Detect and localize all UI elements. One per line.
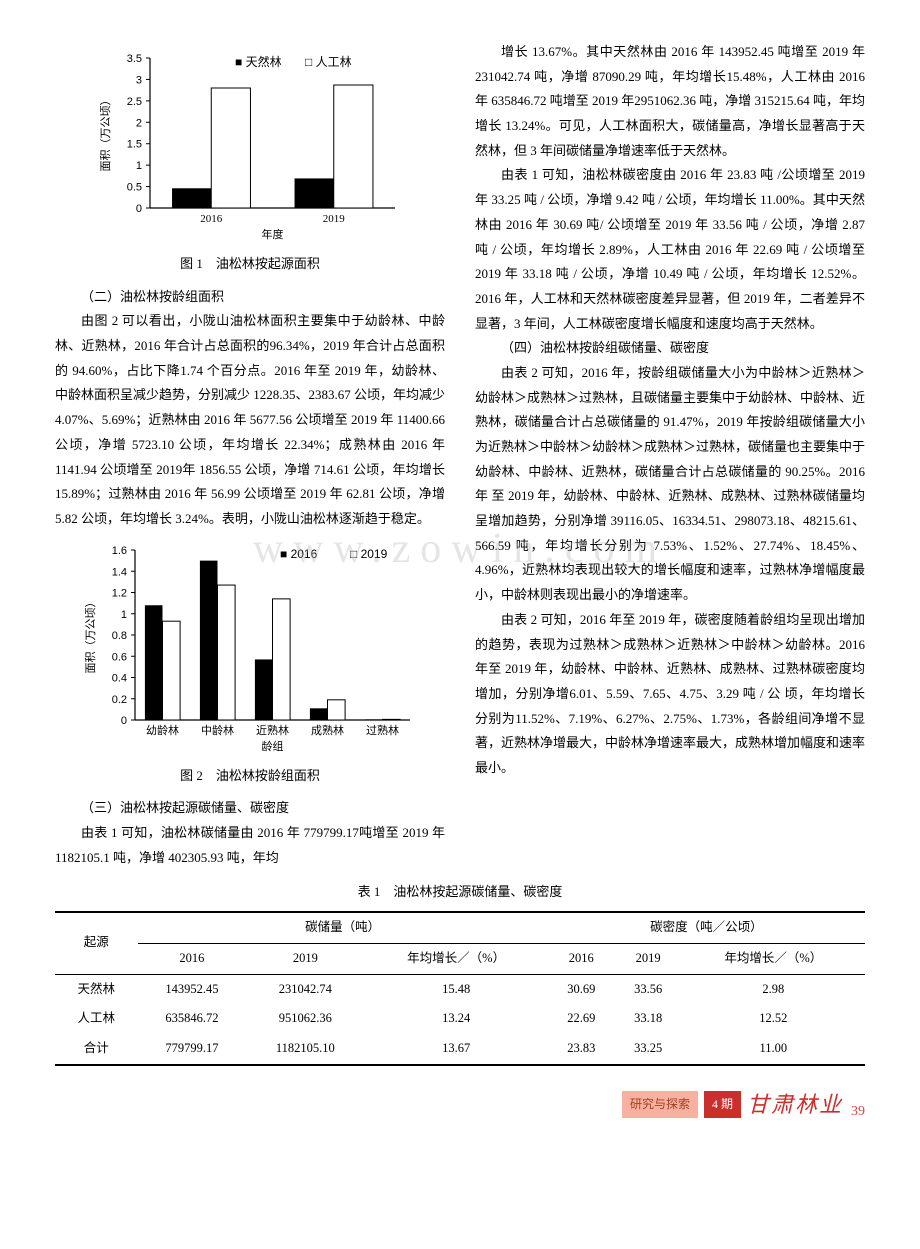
table-cell: 22.69 xyxy=(548,1004,615,1034)
table-cell: 15.48 xyxy=(364,974,547,1004)
svg-text:1: 1 xyxy=(136,160,142,172)
svg-text:0.5: 0.5 xyxy=(127,182,142,194)
svg-text:近熟林: 近熟林 xyxy=(256,723,289,737)
svg-text:■ 天然林: ■ 天然林 xyxy=(235,54,282,69)
section-3-title: （三）油松林按起源碳储量、碳密度 xyxy=(55,796,445,821)
table-cell: 11.00 xyxy=(682,1034,865,1065)
table-cell: 779799.17 xyxy=(138,1034,247,1065)
svg-text:1: 1 xyxy=(121,608,127,620)
footer-section: 研究与探索 xyxy=(622,1091,698,1118)
table1: 起源碳储量（吨）碳密度（吨／公顷）20162019年均增长／（%）2016201… xyxy=(55,911,865,1066)
table-cell: 人工林 xyxy=(55,1004,138,1034)
svg-text:幼龄林: 幼龄林 xyxy=(146,723,179,737)
right-column: 增长 13.67%。其中天然林由 2016 年 143952.45 吨增至 20… xyxy=(475,40,865,870)
svg-text:3: 3 xyxy=(136,74,142,86)
footer-pagenum: 39 xyxy=(851,1099,865,1126)
table-header-row: 起源 xyxy=(55,912,138,974)
chart1-caption: 图 1 油松林按起源面积 xyxy=(180,252,320,277)
left-column: 0 0.5 1 1.5 2 2.5 3 3.5 2016 2019 面积（万公顷） 年度 ■ 天然林 □ … xyxy=(55,40,445,870)
table-cell: 143952.45 xyxy=(138,974,247,1004)
table-subheader: 年均增长／（%） xyxy=(682,943,865,974)
svg-text:■ 2016: ■ 2016 xyxy=(280,547,318,561)
svg-text:1.5: 1.5 xyxy=(127,139,142,151)
svg-text:成熟林: 成熟林 xyxy=(311,723,344,737)
table-cell: 13.24 xyxy=(364,1004,547,1034)
svg-text:□ 2019: □ 2019 xyxy=(350,547,388,561)
svg-text:1.2: 1.2 xyxy=(112,587,127,599)
table-subheader: 2016 xyxy=(138,943,247,974)
right-p4: 由表 2 可知，2016 年至 2019 年，碳密度随着龄组均呈现出增加的趋势，… xyxy=(475,608,865,781)
svg-text:年度: 年度 xyxy=(262,227,284,241)
table-cell: 13.67 xyxy=(364,1034,547,1065)
svg-text:0.4: 0.4 xyxy=(112,672,127,684)
table-cell: 33.56 xyxy=(615,974,682,1004)
svg-text:□ 人工林: □ 人工林 xyxy=(305,55,352,69)
section-2-para: 由图 2 可以看出，小陇山油松林面积主要集中于幼龄林、中龄林、近熟林，2016 … xyxy=(55,309,445,531)
table-cell: 2.98 xyxy=(682,974,865,1004)
svg-text:0.8: 0.8 xyxy=(112,630,127,642)
table-subheader: 年均增长／（%） xyxy=(364,943,547,974)
table-cell: 23.83 xyxy=(548,1034,615,1065)
svg-text:0.6: 0.6 xyxy=(112,651,127,663)
svg-text:1.4: 1.4 xyxy=(112,566,127,578)
svg-text:过熟林: 过熟林 xyxy=(366,723,399,737)
svg-text:3.5: 3.5 xyxy=(127,53,142,65)
table-cell: 12.52 xyxy=(682,1004,865,1034)
section-3-para: 由表 1 可知，油松林碳储量由 2016 年 779799.17吨增至 2019… xyxy=(55,821,445,870)
svg-text:0: 0 xyxy=(121,715,127,727)
footer-brand: 甘肃林业 xyxy=(747,1084,843,1126)
table-group-1: 碳储量（吨） xyxy=(138,912,548,943)
table-cell: 33.25 xyxy=(615,1034,682,1065)
svg-text:2.5: 2.5 xyxy=(127,96,142,108)
table-cell: 天然林 xyxy=(55,974,138,1004)
footer-issue: 4 期 xyxy=(704,1091,741,1118)
table-cell: 30.69 xyxy=(548,974,615,1004)
table-cell: 合计 xyxy=(55,1034,138,1065)
chart2-svg: 0 0.2 0.4 0.6 0.8 1 1.2 1.4 1.6 幼龄林 中龄林 近熟林 成熟林 过熟林 面积… xyxy=(80,540,420,760)
svg-text:2016: 2016 xyxy=(200,213,223,225)
svg-text:面积（万公顷）: 面积（万公顷） xyxy=(99,95,112,172)
svg-text:0.2: 0.2 xyxy=(112,693,127,705)
table-subheader: 2019 xyxy=(246,943,364,974)
page-footer: 研究与探索 4 期 甘肃林业 39 xyxy=(55,1084,865,1126)
right-p2: 由表 1 可知，油松林碳密度由 2016 年 23.83 吨 /公顷增至 201… xyxy=(475,163,865,336)
table-subheader: 2019 xyxy=(615,943,682,974)
table-cell: 1182105.10 xyxy=(246,1034,364,1065)
svg-text:龄组: 龄组 xyxy=(262,739,284,753)
right-p3: 由表 2 可知，2016 年，按龄组碳储量大小为中龄林＞近熟林＞幼龄林＞成熟林＞… xyxy=(475,361,865,608)
svg-text:面积（万公顷）: 面积（万公顷） xyxy=(84,596,97,673)
table-cell: 33.18 xyxy=(615,1004,682,1034)
svg-text:0: 0 xyxy=(136,203,142,215)
section-4-title: （四）油松林按龄组碳储量、碳密度 xyxy=(475,336,865,361)
table-cell: 635846.72 xyxy=(138,1004,247,1034)
section-2-title: （二）油松林按龄组面积 xyxy=(55,285,445,310)
svg-text:2019: 2019 xyxy=(323,213,346,225)
svg-text:中龄林: 中龄林 xyxy=(201,723,234,737)
table-subheader: 2016 xyxy=(548,943,615,974)
chart2: 0 0.2 0.4 0.6 0.8 1 1.2 1.4 1.6 幼龄林 中龄林 近熟林 成熟林 过熟林 面积… xyxy=(55,540,445,789)
svg-text:1.6: 1.6 xyxy=(112,545,127,557)
table-cell: 951062.36 xyxy=(246,1004,364,1034)
chart1-svg: 0 0.5 1 1.5 2 2.5 3 3.5 2016 2019 面积（万公顷） 年度 ■ 天然林 □ … xyxy=(95,48,405,248)
chart2-caption: 图 2 油松林按龄组面积 xyxy=(180,764,320,789)
table-group-2: 碳密度（吨／公顷） xyxy=(548,912,865,943)
chart1: 0 0.5 1 1.5 2 2.5 3 3.5 2016 2019 面积（万公顷） 年度 ■ 天然林 □ … xyxy=(55,48,445,277)
right-p1: 增长 13.67%。其中天然林由 2016 年 143952.45 吨增至 20… xyxy=(475,40,865,163)
table-cell: 231042.74 xyxy=(246,974,364,1004)
svg-text:2: 2 xyxy=(136,117,142,129)
table1-title: 表 1 油松林按起源碳储量、碳密度 xyxy=(55,880,865,905)
